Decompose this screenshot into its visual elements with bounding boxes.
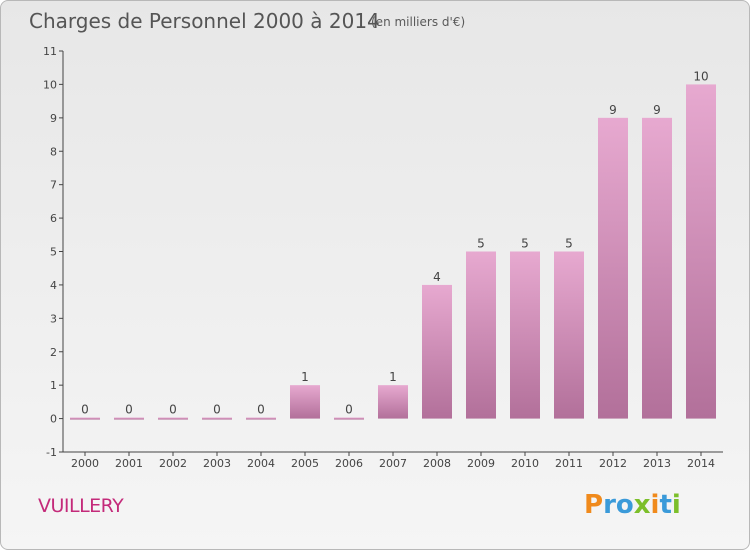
- y-tick-label: 0: [50, 413, 57, 426]
- data-label-2010: 5: [521, 237, 529, 251]
- x-tick-label-2014: 2014: [687, 457, 715, 470]
- proxiti-logo: Proxiti: [584, 490, 681, 520]
- bar-2010: [510, 251, 540, 419]
- logo-letter: t: [659, 490, 672, 520]
- bar-2006: [334, 417, 364, 420]
- x-tick-label-2007: 2007: [379, 457, 407, 470]
- data-label-2000: 0: [81, 403, 89, 417]
- data-label-2006: 0: [345, 403, 353, 417]
- bar-2005: [290, 385, 320, 419]
- bar-2013: [642, 117, 672, 419]
- axes: [59, 50, 723, 456]
- data-label-2003: 0: [213, 403, 221, 417]
- x-tick-label-2006: 2006: [335, 457, 363, 470]
- y-tick-label: 5: [50, 246, 57, 259]
- data-label-2013: 9: [653, 103, 661, 117]
- commune-name: VUILLERY: [38, 495, 124, 517]
- bar-2012: [598, 117, 628, 419]
- y-tick-label: 2: [50, 346, 57, 359]
- data-label-2007: 1: [389, 370, 397, 384]
- data-label-2008: 4: [433, 270, 441, 284]
- data-label-2005: 1: [301, 370, 309, 384]
- logo-letter: x: [633, 490, 651, 520]
- bar-2000: [70, 417, 100, 420]
- y-tick-label: 10: [43, 78, 57, 91]
- bar-2009: [466, 251, 496, 419]
- data-label-2001: 0: [125, 403, 133, 417]
- bar-2004: [246, 417, 276, 420]
- bar-2001: [114, 417, 144, 420]
- y-tick-label: 6: [50, 212, 57, 225]
- chart-subtitle: (en milliers d'€): [371, 15, 466, 29]
- y-tick-label: 7: [50, 179, 57, 192]
- x-tick-label-2005: 2005: [291, 457, 319, 470]
- y-tick-label: 4: [50, 279, 57, 292]
- data-label-2011: 5: [565, 237, 573, 251]
- x-tick-label-2010: 2010: [511, 457, 539, 470]
- bar-2002: [158, 417, 188, 420]
- logo-letter: r: [603, 490, 616, 520]
- x-tick-label-2000: 2000: [71, 457, 99, 470]
- x-tick-label-2011: 2011: [555, 457, 583, 470]
- logo-letter: i: [650, 490, 660, 520]
- x-tick-labels: 2000 2001 2002 2003 2004 2005 2006 2007 2008 2009…: [71, 457, 715, 470]
- bars: [70, 84, 716, 420]
- y-tick-label: 8: [50, 145, 57, 158]
- bar-2008: [422, 284, 452, 419]
- logo-letter: o: [615, 490, 634, 520]
- y-tick-label: -1: [46, 446, 57, 459]
- y-tick-label: 11: [43, 45, 57, 58]
- y-tick-label: 9: [50, 112, 57, 125]
- bar-2011: [554, 251, 584, 419]
- logo-letter: P: [584, 490, 604, 520]
- x-tick-label-2008: 2008: [423, 457, 451, 470]
- logo-letter: i: [671, 490, 681, 520]
- x-tick-label-2009: 2009: [467, 457, 495, 470]
- y-tick-label: 3: [50, 312, 57, 325]
- x-tick-label-2001: 2001: [115, 457, 143, 470]
- x-tick-label-2002: 2002: [159, 457, 187, 470]
- x-tick-label-2012: 2012: [599, 457, 627, 470]
- y-tick-labels: -1 0 1 2 3 4 5 6 7 8 9 10 11: [43, 45, 57, 459]
- data-label-2014: 10: [693, 69, 708, 83]
- x-tick-label-2003: 2003: [203, 457, 231, 470]
- data-label-2012: 9: [609, 103, 617, 117]
- chart-title: Charges de Personnel 2000 à 2014: [29, 9, 380, 33]
- data-label-2002: 0: [169, 403, 177, 417]
- bar-2014: [686, 84, 716, 419]
- bar-2007: [378, 385, 408, 419]
- x-tick-label-2013: 2013: [643, 457, 671, 470]
- y-tick-label: 1: [50, 379, 57, 392]
- x-tick-label-2004: 2004: [247, 457, 275, 470]
- data-label-2004: 0: [257, 403, 265, 417]
- data-label-2009: 5: [477, 237, 485, 251]
- bar-2003: [202, 417, 232, 420]
